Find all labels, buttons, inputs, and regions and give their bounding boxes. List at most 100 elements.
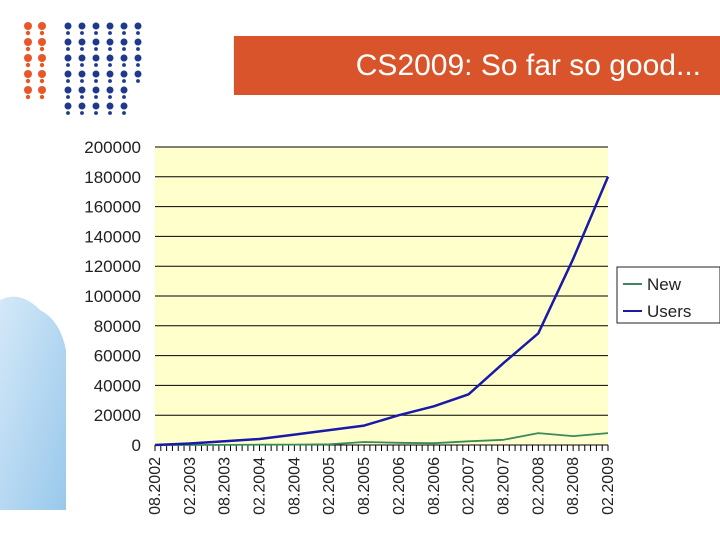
logo-dot	[64, 86, 72, 94]
logo-dot	[92, 70, 100, 78]
logo-dot	[92, 38, 100, 46]
x-tick-label: 02.2004	[252, 457, 269, 515]
logo-dot	[94, 95, 98, 99]
y-tick-label: 60000	[94, 347, 141, 366]
logo-dot	[80, 31, 84, 35]
logo-dot	[120, 38, 128, 46]
logo-dot	[24, 38, 32, 46]
logo-dot	[136, 31, 140, 35]
logo-dot	[66, 111, 70, 115]
x-axis-ticks: 08.2002 02.2003 08.2003 02.2004 08.2004 02.20…	[147, 445, 617, 515]
logo-dot	[122, 63, 126, 67]
logo-dot	[80, 63, 84, 67]
logo-dot	[106, 70, 114, 78]
logo-dot	[78, 54, 86, 62]
x-tick-label: 02.2009	[600, 457, 617, 515]
logo-dot	[25, 62, 31, 68]
logo-dot	[25, 94, 31, 100]
logo-dot	[78, 86, 86, 94]
logo-dot	[25, 30, 31, 36]
logo-dot	[94, 47, 98, 51]
logo-dot	[108, 47, 112, 51]
dot-pattern-logo-icon	[20, 18, 150, 118]
logo-dot	[64, 70, 72, 78]
x-tick-label: 08.2003	[217, 457, 234, 515]
logo-dot	[66, 31, 70, 35]
logo-dot	[38, 38, 46, 46]
logo-dot	[94, 79, 98, 83]
logo-dot	[66, 95, 70, 99]
logo-dot	[64, 54, 72, 62]
logo-graphic	[24, 22, 142, 115]
logo-dot	[38, 22, 46, 30]
slide-title: CS2009: So far so good...	[355, 48, 701, 82]
logo-dot	[136, 63, 140, 67]
logo-dot	[94, 31, 98, 35]
x-tick-label: 02.2008	[530, 457, 547, 515]
logo-dot	[108, 111, 112, 115]
x-tick-label: 08.2004	[286, 457, 303, 515]
logo-dot	[38, 86, 46, 94]
logo-dot	[39, 46, 45, 52]
logo-dot	[78, 22, 86, 30]
y-tick-label: 180000	[84, 168, 141, 187]
logo-dot	[134, 54, 142, 62]
title-banner: CS2009: So far so good...	[233, 36, 720, 95]
logo-dot	[108, 63, 112, 67]
logo-dot	[39, 30, 45, 36]
logo-dot	[92, 22, 100, 30]
logo-dot	[134, 22, 142, 30]
logo-dot	[136, 79, 140, 83]
logo-dot	[39, 78, 45, 84]
logo-dot	[39, 94, 45, 100]
x-tick-label: 08.2006	[426, 457, 443, 515]
logo-dot	[106, 22, 114, 30]
logo-dot	[122, 111, 126, 115]
logo-dot	[24, 70, 32, 78]
logo-dot	[64, 102, 72, 110]
y-tick-label: 20000	[94, 406, 141, 425]
logo-dot	[120, 54, 128, 62]
logo-dot	[108, 79, 112, 83]
logo-dot	[66, 79, 70, 83]
y-axis-ticks: 0 20000 40000 60000 80000 100000 120000 140000 1…	[84, 138, 141, 455]
x-tick-label: 02.2005	[321, 457, 338, 515]
logo-dot	[24, 22, 32, 30]
x-tick-label: 08.2008	[565, 457, 582, 515]
legend-box	[616, 266, 720, 324]
logo-dot	[38, 54, 46, 62]
logo-dot	[134, 70, 142, 78]
y-tick-label: 140000	[84, 227, 141, 246]
logo-dot	[106, 86, 114, 94]
logo-dot	[122, 95, 126, 99]
blurred-blue-shape	[0, 296, 66, 510]
logo-dot	[106, 38, 114, 46]
logo-dot	[122, 31, 126, 35]
logo-dot	[94, 111, 98, 115]
x-tick-label: 08.2005	[356, 457, 373, 515]
logo-dot	[39, 62, 45, 68]
legend-label-new: New	[647, 275, 682, 294]
logo-dot	[92, 54, 100, 62]
gridlines	[155, 146, 608, 416]
logo-dot	[108, 31, 112, 35]
logo-dot	[106, 102, 114, 110]
logo-dot	[136, 47, 140, 51]
logo-dot	[120, 22, 128, 30]
series-line-new	[155, 432, 609, 446]
logo-dot	[120, 86, 128, 94]
logo-dot	[78, 70, 86, 78]
logo-dot	[80, 95, 84, 99]
x-tick-label: 02.2006	[391, 457, 408, 515]
y-tick-label: 160000	[84, 198, 141, 217]
x-tick-label: 02.2003	[182, 457, 199, 515]
y-tick-label: 200000	[84, 138, 141, 157]
x-tick-label: 08.2002	[147, 457, 164, 515]
y-tick-label: 100000	[84, 287, 141, 306]
logo-dot	[134, 38, 142, 46]
logo-dot	[64, 22, 72, 30]
logo-dot	[24, 86, 32, 94]
logo-dot	[80, 47, 84, 51]
logo-dot	[24, 54, 32, 62]
